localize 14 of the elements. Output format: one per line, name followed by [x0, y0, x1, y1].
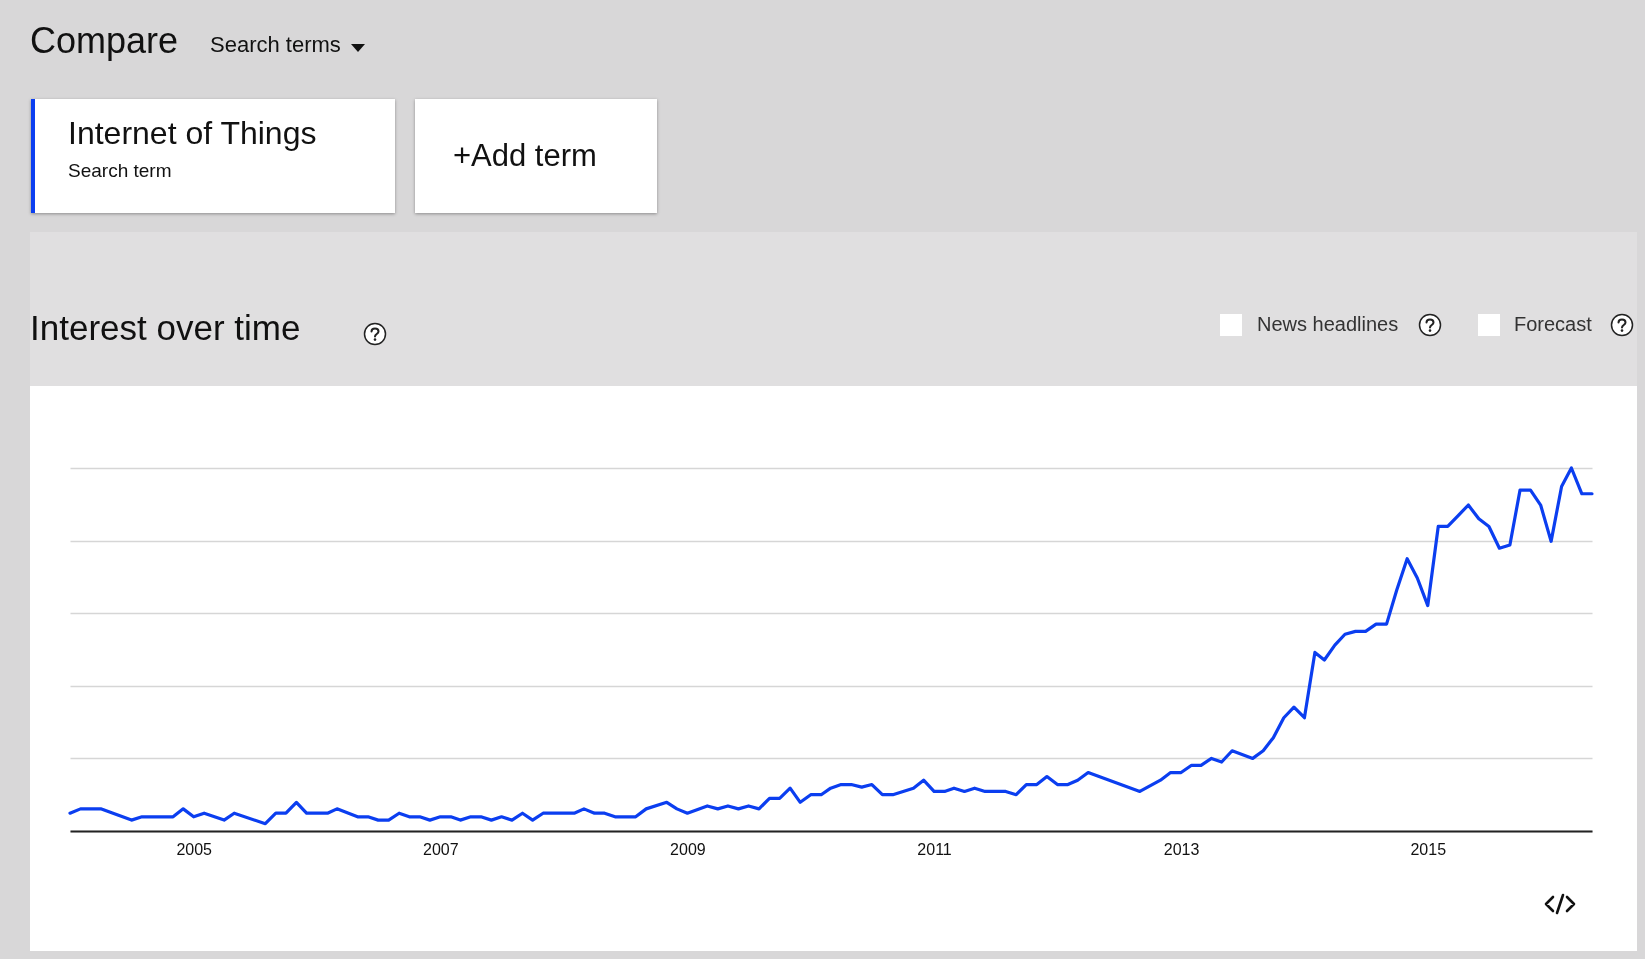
x-tick-label: 2005 — [176, 840, 213, 858]
chart-title: Interest over time — [30, 308, 301, 348]
text: Compare — [30, 20, 179, 62]
x-tick-label: 2009 — [670, 840, 706, 858]
x-tick-label: 2013 — [1163, 840, 1200, 858]
text: Internet of Things — [68, 115, 317, 152]
text: +Add term — [453, 138, 597, 174]
text: News headlines — [1257, 313, 1399, 336]
text: Search terms — [210, 32, 341, 58]
x-tick-label: 2011 — [917, 840, 952, 858]
x-tick-label: 2007 — [423, 840, 459, 858]
text: Forecast — [1514, 313, 1592, 336]
x-tick-label: 2015 — [1410, 840, 1447, 858]
text: Search term — [68, 160, 172, 182]
